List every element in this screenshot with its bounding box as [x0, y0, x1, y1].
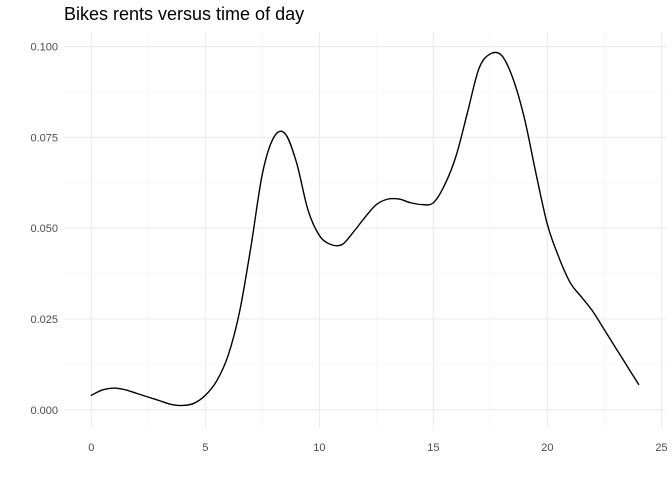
x-tick-label: 0	[88, 442, 94, 454]
x-tick-label: 15	[427, 442, 439, 454]
major-gridlines	[64, 32, 666, 428]
density-line	[90, 51, 640, 407]
minor-gridlines	[64, 32, 666, 428]
x-tick-label: 10	[313, 442, 325, 454]
x-tick-label: 5	[202, 442, 208, 454]
y-tick-label: 0.100	[30, 42, 58, 54]
y-tick-label: 0.025	[30, 314, 58, 326]
y-tick-label: 0.075	[30, 132, 58, 144]
y-axis-tick-labels: 0.000 0.025 0.050 0.075 0.100	[30, 42, 58, 417]
x-tick-label: 20	[541, 442, 553, 454]
y-tick-label: 0.000	[30, 405, 58, 417]
y-tick-label: 0.050	[30, 223, 58, 235]
series-layer	[90, 51, 640, 407]
x-tick-label: 25	[655, 442, 667, 454]
chart-title: Bikes rents versus time of day	[64, 4, 305, 24]
x-axis-tick-labels: 0 5 10 15 20 25	[88, 442, 667, 454]
